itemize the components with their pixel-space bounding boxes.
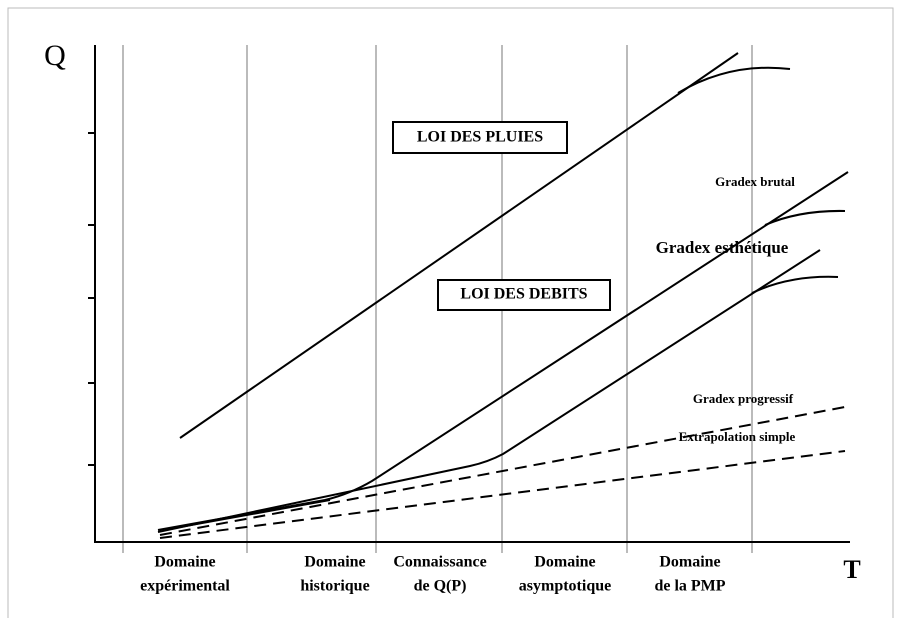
domain-label: Domaine xyxy=(534,554,595,571)
dashed-curves xyxy=(159,406,846,539)
annotation: Gradex brutal xyxy=(715,174,795,189)
domain-label: historique xyxy=(300,578,369,595)
box-label: LOI DES PLUIES xyxy=(417,129,543,146)
box xyxy=(392,121,568,154)
annotation: Extrapolation simple xyxy=(679,429,796,444)
annotation: Gradex esthétique xyxy=(656,238,789,257)
box xyxy=(437,279,611,311)
axes xyxy=(88,45,850,543)
domain-label: de Q(P) xyxy=(414,578,467,595)
domain-label: expérimental xyxy=(140,578,230,595)
domain-label: Domaine xyxy=(659,554,720,571)
frame xyxy=(7,7,894,618)
domain-label: asymptotique xyxy=(519,578,611,595)
annotation: Gradex progressif xyxy=(693,391,794,406)
domain-label: Connaissance xyxy=(393,554,486,571)
curves xyxy=(157,52,849,533)
domain-label: Domaine xyxy=(154,554,215,571)
domain-labels: Domaine expérimental Domaine historique Conn… xyxy=(140,554,726,595)
x-axis-label: T xyxy=(843,555,860,584)
box-label: LOI DES DEBITS xyxy=(460,286,587,303)
domain-label: de la PMP xyxy=(654,578,725,595)
domain-label: Domaine xyxy=(304,554,365,571)
y-axis-label: Q xyxy=(44,39,66,72)
